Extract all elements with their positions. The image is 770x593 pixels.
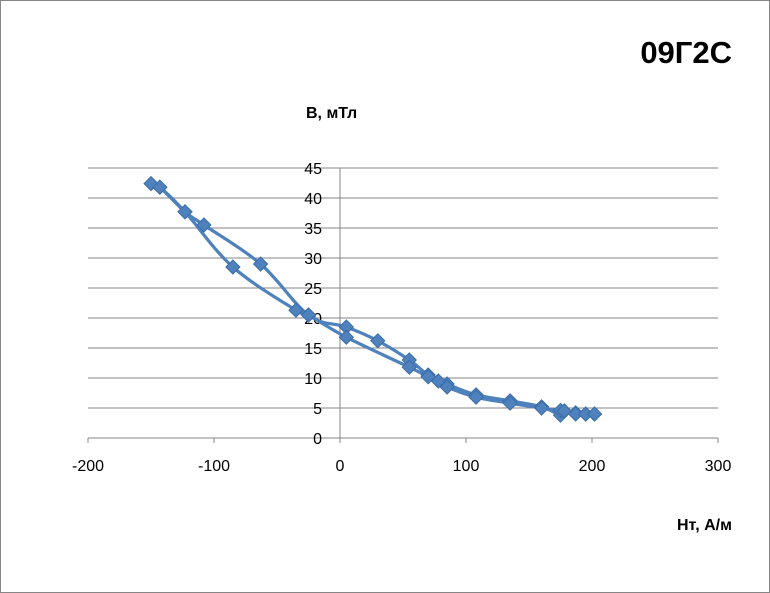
data-point — [252, 256, 269, 272]
y-tick-label: 0 — [313, 431, 322, 448]
data-point — [370, 333, 386, 349]
data-point — [586, 406, 603, 422]
data-markers — [143, 175, 603, 423]
data-point — [338, 329, 355, 345]
x-tick-label: 300 — [705, 458, 732, 475]
x-axis-title: Нт, А/м — [677, 517, 732, 534]
data-point — [468, 389, 484, 405]
series-line — [149, 181, 597, 417]
x-tick-label: 0 — [336, 458, 345, 475]
data-point — [152, 179, 168, 195]
gridlines — [88, 167, 718, 409]
y-tick-label: 5 — [313, 401, 322, 418]
data-point — [196, 217, 212, 233]
x-tick-label: -100 — [198, 458, 230, 475]
y-tick-label: 10 — [304, 371, 322, 388]
x-tick-label: 100 — [453, 458, 480, 475]
data-point — [177, 204, 193, 220]
y-axis-title: В, мТл — [306, 105, 357, 122]
data-series — [149, 181, 597, 417]
y-tick-label: 45 — [304, 161, 322, 178]
axes — [87, 167, 719, 443]
data-point — [567, 406, 584, 422]
y-tick-label: 15 — [304, 341, 322, 358]
x-tick-label: -200 — [72, 458, 104, 475]
x-tick-label: 200 — [579, 458, 606, 475]
data-point — [288, 302, 304, 318]
chart-title: 09Г2С — [640, 35, 732, 70]
data-point — [439, 379, 455, 395]
data-point — [225, 259, 241, 275]
data-point — [430, 373, 446, 389]
data-point — [300, 307, 317, 323]
data-point — [533, 400, 550, 416]
y-tick-label: 30 — [304, 251, 322, 268]
data-point — [502, 395, 518, 411]
y-tick-label: 25 — [304, 281, 322, 298]
data-point — [401, 359, 418, 375]
y-tick-label: 40 — [304, 191, 322, 208]
data-point — [556, 403, 572, 419]
y-tick-label: 35 — [304, 221, 322, 238]
